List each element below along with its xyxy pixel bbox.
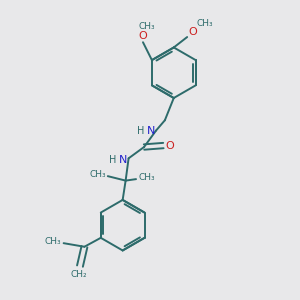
Text: N: N	[146, 126, 155, 136]
Text: CH₃: CH₃	[45, 237, 62, 246]
Text: CH₃: CH₃	[196, 19, 213, 28]
Text: CH₂: CH₂	[70, 270, 87, 279]
Text: H: H	[137, 126, 144, 136]
Text: CH₃: CH₃	[138, 22, 155, 31]
Text: CH₃: CH₃	[138, 173, 155, 182]
Text: CH₃: CH₃	[89, 170, 106, 179]
Text: O: O	[138, 31, 147, 41]
Text: H: H	[110, 155, 117, 165]
Text: O: O	[166, 140, 174, 151]
Text: N: N	[119, 155, 128, 165]
Text: O: O	[188, 27, 197, 37]
